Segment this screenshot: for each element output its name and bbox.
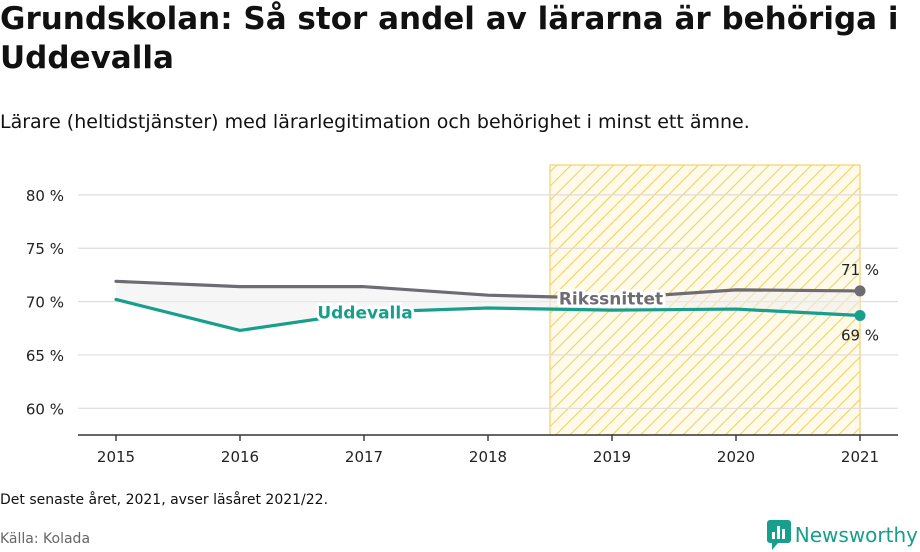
x-tick-label: 2018 (469, 448, 507, 466)
end-point-rikssnittet (854, 285, 866, 297)
series-label-rikssnittet-halo: Rikssnittet (559, 289, 663, 309)
end-point-uddevalla (854, 309, 866, 321)
x-tick-label: 2020 (717, 448, 755, 466)
end-label-rikssnittet: 71 % (841, 261, 879, 279)
series-label-rikssnittet: Rikssnittet (559, 289, 663, 309)
source-credit: Källa: Kolada (0, 531, 91, 547)
x-tick-label: 2016 (221, 448, 259, 466)
x-tick-label: 2021 (841, 448, 879, 466)
chart-title: Grundskolan: Så stor andel av lärarna är… (0, 1, 899, 76)
y-tick-label: 80 % (26, 187, 64, 205)
x-tick-label: 2019 (593, 448, 631, 466)
line-chart: 60 % 65 % 70 % 75 % 80 % 2015 2016 2017 2018 2019… (26, 164, 898, 466)
x-tick-label: 2017 (345, 448, 383, 466)
newsworthy-logo: Newsworthy (766, 520, 918, 550)
end-label-uddevalla: 69 % (841, 326, 879, 344)
y-tick-label: 70 % (26, 294, 64, 312)
y-tick-label: 60 % (26, 400, 64, 418)
brand-name: Newsworthy (794, 523, 918, 547)
chart-bubble-icon (766, 520, 791, 550)
series-label-uddevalla: Uddevalla (317, 303, 412, 323)
series-gap-band (116, 281, 860, 331)
chart-subtitle: Lärare (heltidstjänster) med lärarlegiti… (0, 111, 750, 133)
series-line-rikssnittet (114, 279, 862, 300)
series-label-uddevalla-halo: Uddevalla (317, 303, 412, 323)
y-tick-label: 75 % (26, 240, 64, 258)
footnote: Det senaste året, 2021, avser läsåret 20… (0, 492, 329, 508)
x-tick-label: 2015 (97, 448, 135, 466)
series-line-uddevalla (114, 297, 862, 333)
y-tick-label: 65 % (26, 347, 64, 365)
